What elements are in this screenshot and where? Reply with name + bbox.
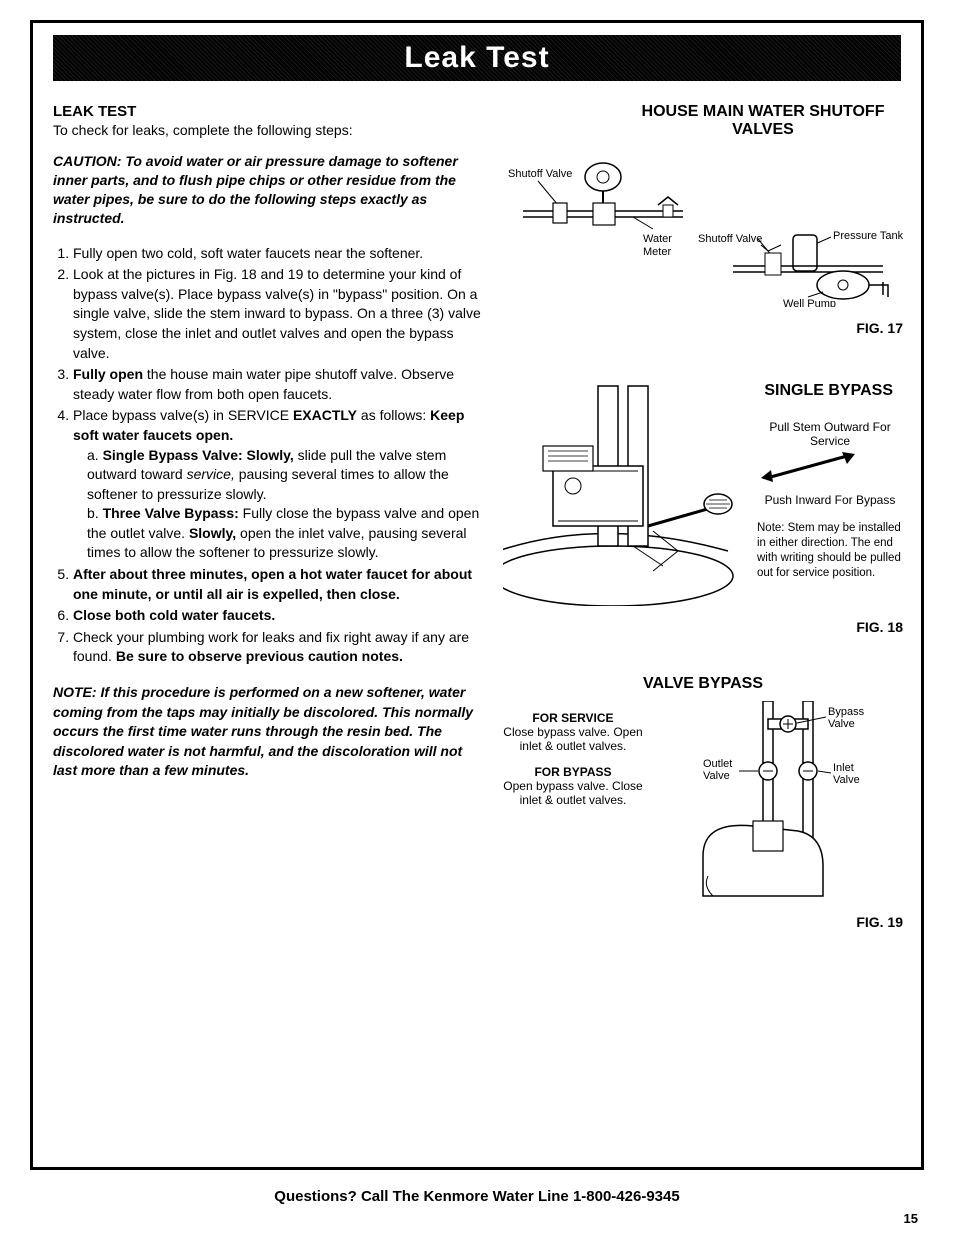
- step-4: Place bypass valve(s) in SERVICE EXACTLY…: [73, 406, 483, 563]
- fig19-lbl-outlet1: Outlet: [703, 758, 732, 770]
- step-4b-bold: Three Valve Bypass:: [103, 505, 239, 521]
- caution-note: CAUTION: To avoid water or air pressure …: [53, 152, 483, 228]
- fig17-title: HOUSE MAIN WATER SHUTOFF VALVES: [503, 103, 903, 139]
- fig18-label-pushin: Push Inward For Bypass: [757, 493, 903, 507]
- fig19-lbl-bypass1: Bypass: [828, 706, 865, 718]
- fig19-caption: FIG. 19: [503, 914, 903, 930]
- fig18-note: Note: Stem may be installed in either di…: [757, 521, 903, 581]
- figure-18-block: SINGLE BYPASS Pull Stem Outward For Serv…: [503, 376, 903, 635]
- fig17-label-shutoff2: Shutoff Valve: [698, 233, 762, 245]
- right-column: HOUSE MAIN WATER SHUTOFF VALVES Shutoff …: [503, 103, 903, 930]
- fig19-lbl-inlet1: Inlet: [833, 762, 854, 774]
- step-4-post: as follows:: [357, 407, 430, 423]
- fig19-service-head: FOR SERVICE: [503, 711, 643, 725]
- step-6-bold: Close both cold water faucets.: [73, 607, 275, 623]
- step-4-exactly: EXACTLY: [293, 407, 357, 423]
- fig19-lbl-bypass2: Valve: [828, 718, 855, 730]
- content-frame: Leak Test LEAK TEST To check for leaks, …: [30, 20, 924, 1170]
- fig17-label-shutoff: Shutoff Valve: [508, 168, 572, 180]
- step-4-pre: Place bypass valve(s) in SERVICE: [73, 407, 293, 423]
- figure-19-block: VALVE BYPASS FOR SERVICE Close bypass va…: [503, 675, 903, 930]
- fig19-title: VALVE BYPASS: [503, 675, 903, 693]
- step-7-bold: Be sure to observe previous caution note…: [116, 648, 403, 664]
- step-3: Fully open the house main water pipe shu…: [73, 365, 483, 404]
- title-bar: Leak Test: [53, 35, 901, 81]
- fig19-lbl-outlet2: Valve: [703, 770, 730, 782]
- fig17-label-meter: Water: [643, 233, 672, 245]
- step-4a-label: a.: [87, 447, 103, 463]
- fig18-title: SINGLE BYPASS: [757, 382, 903, 400]
- page: Leak Test LEAK TEST To check for leaks, …: [0, 0, 954, 1246]
- fig18-arrow-icon: [757, 448, 897, 488]
- fig18-caption: FIG. 18: [503, 619, 903, 635]
- two-column-layout: LEAK TEST To check for leaks, complete t…: [53, 103, 901, 930]
- fig19-diagram: Bypass Valve Outlet Valve Inlet Valve: [643, 701, 903, 901]
- step-4b: b. Three Valve Bypass: Fully close the b…: [87, 504, 483, 563]
- fig19-lbl-inlet2: Valve: [833, 774, 860, 786]
- intro-text: To check for leaks, complete the followi…: [53, 122, 483, 138]
- fig19-bypass-text: Open bypass valve. Close inlet & outlet …: [503, 779, 643, 807]
- step-4a-bold: Single Bypass Valve: Slowly,: [103, 447, 294, 463]
- step-6: Close both cold water faucets.: [73, 606, 483, 626]
- left-column: LEAK TEST To check for leaks, complete t…: [53, 103, 483, 930]
- fig19-bypass-head: FOR BYPASS: [503, 765, 643, 779]
- step-3-bold: Fully open: [73, 366, 143, 382]
- fig18-diagram: [503, 376, 753, 606]
- fig17-label-meter2: Meter: [643, 246, 671, 258]
- footer-text: Questions? Call The Kenmore Water Line 1…: [30, 1188, 924, 1205]
- section-heading: LEAK TEST: [53, 103, 483, 120]
- figure-17-block: HOUSE MAIN WATER SHUTOFF VALVES Shutoff …: [503, 103, 903, 336]
- fig17-label-tank: Pressure Tank: [833, 230, 903, 242]
- fig17-caption: FIG. 17: [503, 320, 903, 336]
- step-4b-label: b.: [87, 505, 103, 521]
- step-5-bold: After about three minutes, open a hot wa…: [73, 566, 472, 602]
- step-5: After about three minutes, open a hot wa…: [73, 565, 483, 604]
- steps-list: Fully open two cold, soft water faucets …: [53, 244, 483, 667]
- step-7: Check your plumbing work for leaks and f…: [73, 628, 483, 667]
- fig19-service-text: Close bypass valve. Open inlet & outlet …: [503, 725, 643, 753]
- step-4b-bold2: Slowly,: [189, 525, 236, 541]
- fig17-label-pump: Well Pump: [783, 298, 836, 307]
- step-2: Look at the pictures in Fig. 18 and 19 t…: [73, 265, 483, 363]
- page-number: 15: [30, 1211, 924, 1226]
- fig18-label-pullout: Pull Stem Outward For Service: [757, 420, 903, 448]
- step-4a-italic: service,: [187, 466, 235, 482]
- step-1: Fully open two cold, soft water faucets …: [73, 244, 483, 264]
- step-4a: a. Single Bypass Valve: Slowly, slide pu…: [87, 446, 483, 505]
- note-text: NOTE: If this procedure is performed on …: [53, 683, 483, 781]
- fig17-diagram: Shutoff Valve Water Meter: [503, 147, 903, 307]
